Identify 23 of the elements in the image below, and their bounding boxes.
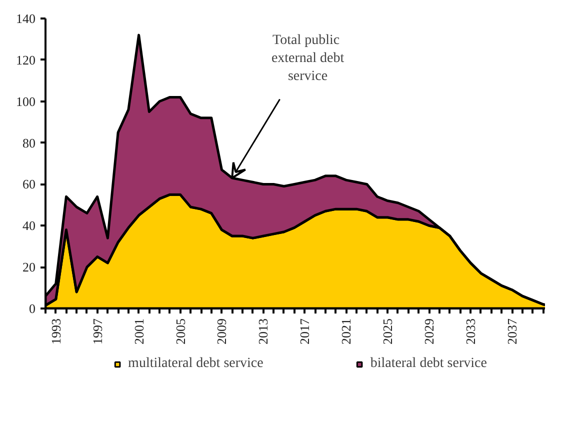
x-tick-label: 2005 — [172, 318, 188, 344]
x-tick-label: 2025 — [380, 318, 396, 344]
x-tick-label: 2017 — [297, 318, 312, 344]
legend-label: bilateral debt service — [370, 356, 487, 372]
x-tick-label: 2033 — [463, 318, 478, 344]
x-tick-label: 2009 — [214, 318, 230, 344]
x-tick-label: 2001 — [131, 318, 146, 344]
y-tick-label: 100 — [16, 94, 36, 109]
y-tick-label: 60 — [22, 176, 36, 192]
x-tick-label: 2037 — [504, 318, 520, 344]
y-tick-label: 120 — [16, 52, 36, 68]
y-tick-label: 0 — [29, 301, 36, 316]
x-tick-label: 1993 — [48, 318, 64, 344]
x-tick-label: 1997 — [90, 318, 105, 344]
legend-label: multilateral debt service — [128, 356, 264, 372]
y-tick-label: 80 — [22, 135, 36, 150]
annotation: Total public external debt service — [271, 33, 344, 84]
x-tick-label: 2029 — [422, 318, 437, 344]
y-tick-label: 140 — [16, 11, 36, 26]
y-tick-label: 20 — [22, 260, 36, 275]
x-tick-label: 2013 — [256, 318, 271, 344]
y-tick-label: 40 — [22, 218, 36, 234]
x-tick-label: 2021 — [338, 318, 354, 344]
